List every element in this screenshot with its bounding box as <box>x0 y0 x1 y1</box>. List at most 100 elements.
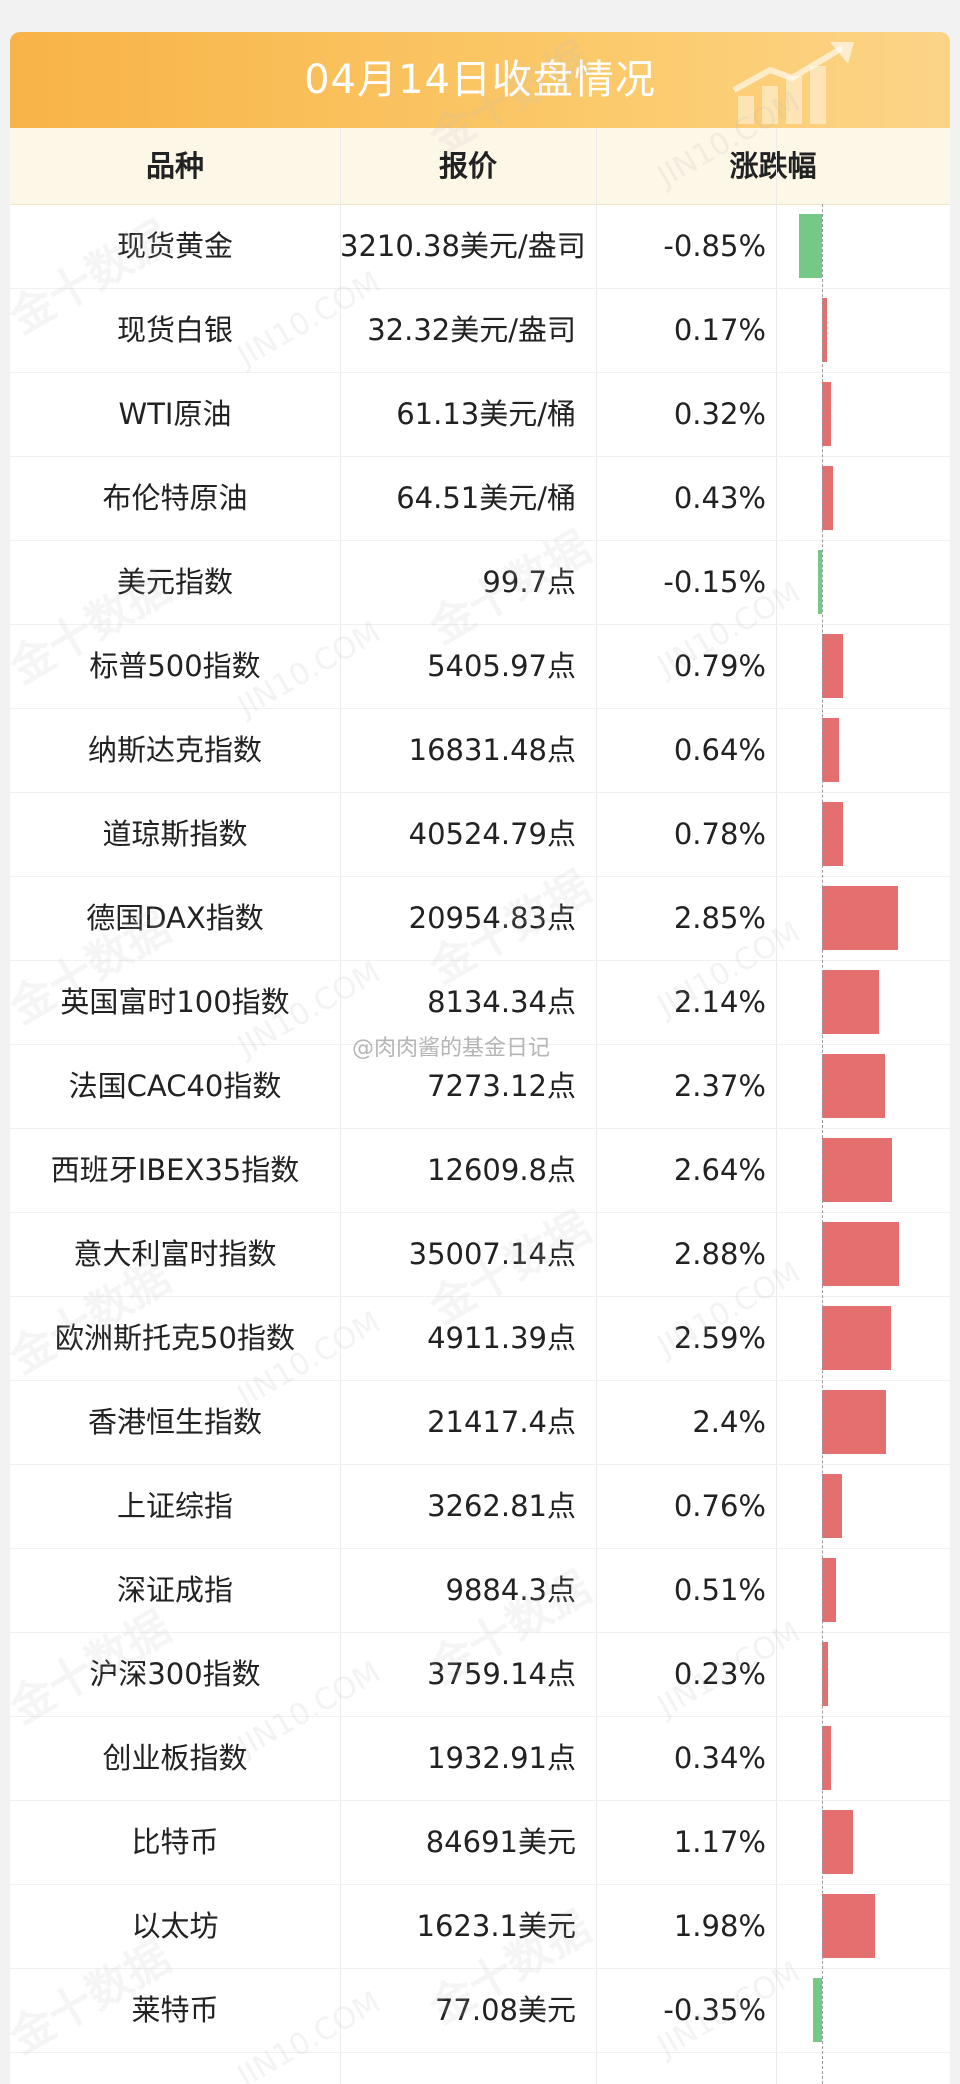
row-change: 2.37% <box>673 1069 766 1103</box>
row-name: 法国CAC40指数 <box>68 1069 282 1103</box>
row-price: 32.32美元/盎司 <box>367 313 576 347</box>
row-change: -0.85% <box>663 229 766 263</box>
change-bar <box>822 1894 875 1958</box>
change-bar <box>812 1978 822 2042</box>
header-change: 涨跌幅 <box>729 149 817 183</box>
row-change: 2.4% <box>692 1405 766 1439</box>
column-divider <box>776 128 777 2084</box>
row-change: 2.59% <box>673 1321 766 1355</box>
table-row: 法国CAC40指数 7273.12点 2.37% <box>10 1044 950 1129</box>
table-row: 西班牙IBEX35指数 12609.8点 2.64% <box>10 1128 950 1213</box>
row-price: 12609.8点 <box>427 1153 576 1187</box>
row-price: 21417.4点 <box>427 1405 576 1439</box>
credit-overlay: @肉肉酱的基金日记 <box>352 1036 551 1061</box>
table-header: 品种 报价 涨跌幅 <box>10 128 950 205</box>
row-name: 意大利富时指数 <box>73 1237 277 1271</box>
row-price: 84691美元 <box>425 1825 576 1859</box>
row-price: 1623.1美元 <box>416 1909 576 1943</box>
change-bar <box>822 1474 843 1538</box>
change-bar <box>822 1306 892 1370</box>
change-bar <box>822 970 880 1034</box>
row-change: 2.14% <box>673 985 766 1019</box>
page-title: 04月14日收盘情况 <box>304 57 656 103</box>
row-name: 比特币 <box>131 1825 219 1859</box>
table-row: 标普500指数 5405.97点 0.79% <box>10 624 950 709</box>
change-bar <box>822 466 834 530</box>
table-row: WTI原油 61.13美元/桶 0.32% <box>10 372 950 457</box>
column-divider <box>340 128 341 2084</box>
change-bar <box>822 634 844 698</box>
table-row: 以太坊 1623.1美元 1.98% <box>10 1884 950 1969</box>
row-price: 16831.48点 <box>408 733 576 767</box>
row-name: 现货黄金 <box>116 229 233 263</box>
row-price: 20954.83点 <box>408 901 576 935</box>
row-price: 3759.14点 <box>427 1657 576 1691</box>
zero-axis-line <box>822 204 823 2084</box>
row-price: 5405.97点 <box>427 649 576 683</box>
row-change: 0.23% <box>673 1657 766 1691</box>
row-price: 64.51美元/桶 <box>396 481 576 515</box>
row-name: 道琼斯指数 <box>102 817 248 851</box>
row-price: 99.7点 <box>482 565 576 599</box>
row-price: 9884.3点 <box>445 1573 576 1607</box>
header-price: 报价 <box>438 149 497 183</box>
header-name: 品种 <box>145 149 204 183</box>
row-name: 以太坊 <box>131 1909 219 1943</box>
row-price: 40524.79点 <box>408 817 576 851</box>
change-bar <box>822 382 831 446</box>
table-row: 比特币 84691美元 1.17% <box>10 1800 950 1885</box>
row-name: 英国富时100指数 <box>60 985 290 1019</box>
row-price: 61.13美元/桶 <box>396 397 576 431</box>
table-row: 道琼斯指数 40524.79点 0.78% <box>10 792 950 877</box>
row-name: 纳斯达克指数 <box>87 733 262 767</box>
row-name: 沪深300指数 <box>89 1657 261 1691</box>
row-change: 0.79% <box>673 649 766 683</box>
row-price: 3262.81点 <box>427 1489 576 1523</box>
row-price: 4911.39点 <box>427 1321 576 1355</box>
change-bar <box>822 1558 836 1622</box>
row-change: 0.64% <box>673 733 766 767</box>
rising-chart-icon <box>732 42 854 124</box>
row-name: 布伦特原油 <box>102 481 248 515</box>
row-name: 莱特币 <box>131 1993 219 2027</box>
table-row: 现货黄金 3210.38美元/盎司 -0.85% <box>10 204 950 289</box>
row-price: 1932.91点 <box>427 1741 576 1775</box>
row-change: 2.64% <box>673 1153 766 1187</box>
row-price: 77.08美元 <box>434 1993 576 2027</box>
table-row: 现货白银 32.32美元/盎司 0.17% <box>10 288 950 373</box>
table-row: 欧洲斯托克50指数 4911.39点 2.59% <box>10 1296 950 1381</box>
row-name: 香港恒生指数 <box>87 1405 262 1439</box>
table-row: 美元指数 99.7点 -0.15% <box>10 540 950 625</box>
row-change: 0.51% <box>673 1573 766 1607</box>
change-bar <box>822 1810 854 1874</box>
change-bar <box>817 550 822 614</box>
change-bar <box>822 802 843 866</box>
table-row: 深证成指 9884.3点 0.51% <box>10 1548 950 1633</box>
row-change: -0.15% <box>663 565 766 599</box>
change-bar <box>822 1222 899 1286</box>
row-change: 2.88% <box>673 1237 766 1271</box>
row-change: -0.35% <box>663 1993 766 2027</box>
change-bar <box>822 1726 832 1790</box>
row-change: 1.17% <box>673 1825 766 1859</box>
table-row: 德国DAX指数 20954.83点 2.85% <box>10 876 950 961</box>
change-bar <box>822 1138 893 1202</box>
row-name: 美元指数 <box>116 565 233 599</box>
change-bar <box>799 214 822 278</box>
row-price: 35007.14点 <box>408 1237 576 1271</box>
table-row: 香港恒生指数 21417.4点 2.4% <box>10 1380 950 1465</box>
row-price: 3210.38美元/盎司 <box>340 229 586 263</box>
table-row: 莱特币 77.08美元 -0.35% <box>10 1968 950 2053</box>
table-row: 创业板指数 1932.91点 0.34% <box>10 1716 950 1801</box>
row-change: 0.78% <box>673 817 766 851</box>
row-name: 欧洲斯托克50指数 <box>55 1321 295 1355</box>
title-banner: 04月14日收盘情况 <box>10 32 950 128</box>
row-price: 7273.12点 <box>427 1069 576 1103</box>
row-change: 0.17% <box>673 313 766 347</box>
table-row: 纳斯达克指数 16831.48点 0.64% <box>10 708 950 793</box>
table-row: 上证综指 3262.81点 0.76% <box>10 1464 950 1549</box>
row-change: 0.43% <box>673 481 766 515</box>
table-row: 英国富时100指数 8134.34点 2.14% <box>10 960 950 1045</box>
market-close-card: 04月14日收盘情况 品种 报价 涨跌幅 现货黄金 3210.38美元/盎司 -0.… <box>10 32 950 2084</box>
change-bar <box>822 1390 887 1454</box>
